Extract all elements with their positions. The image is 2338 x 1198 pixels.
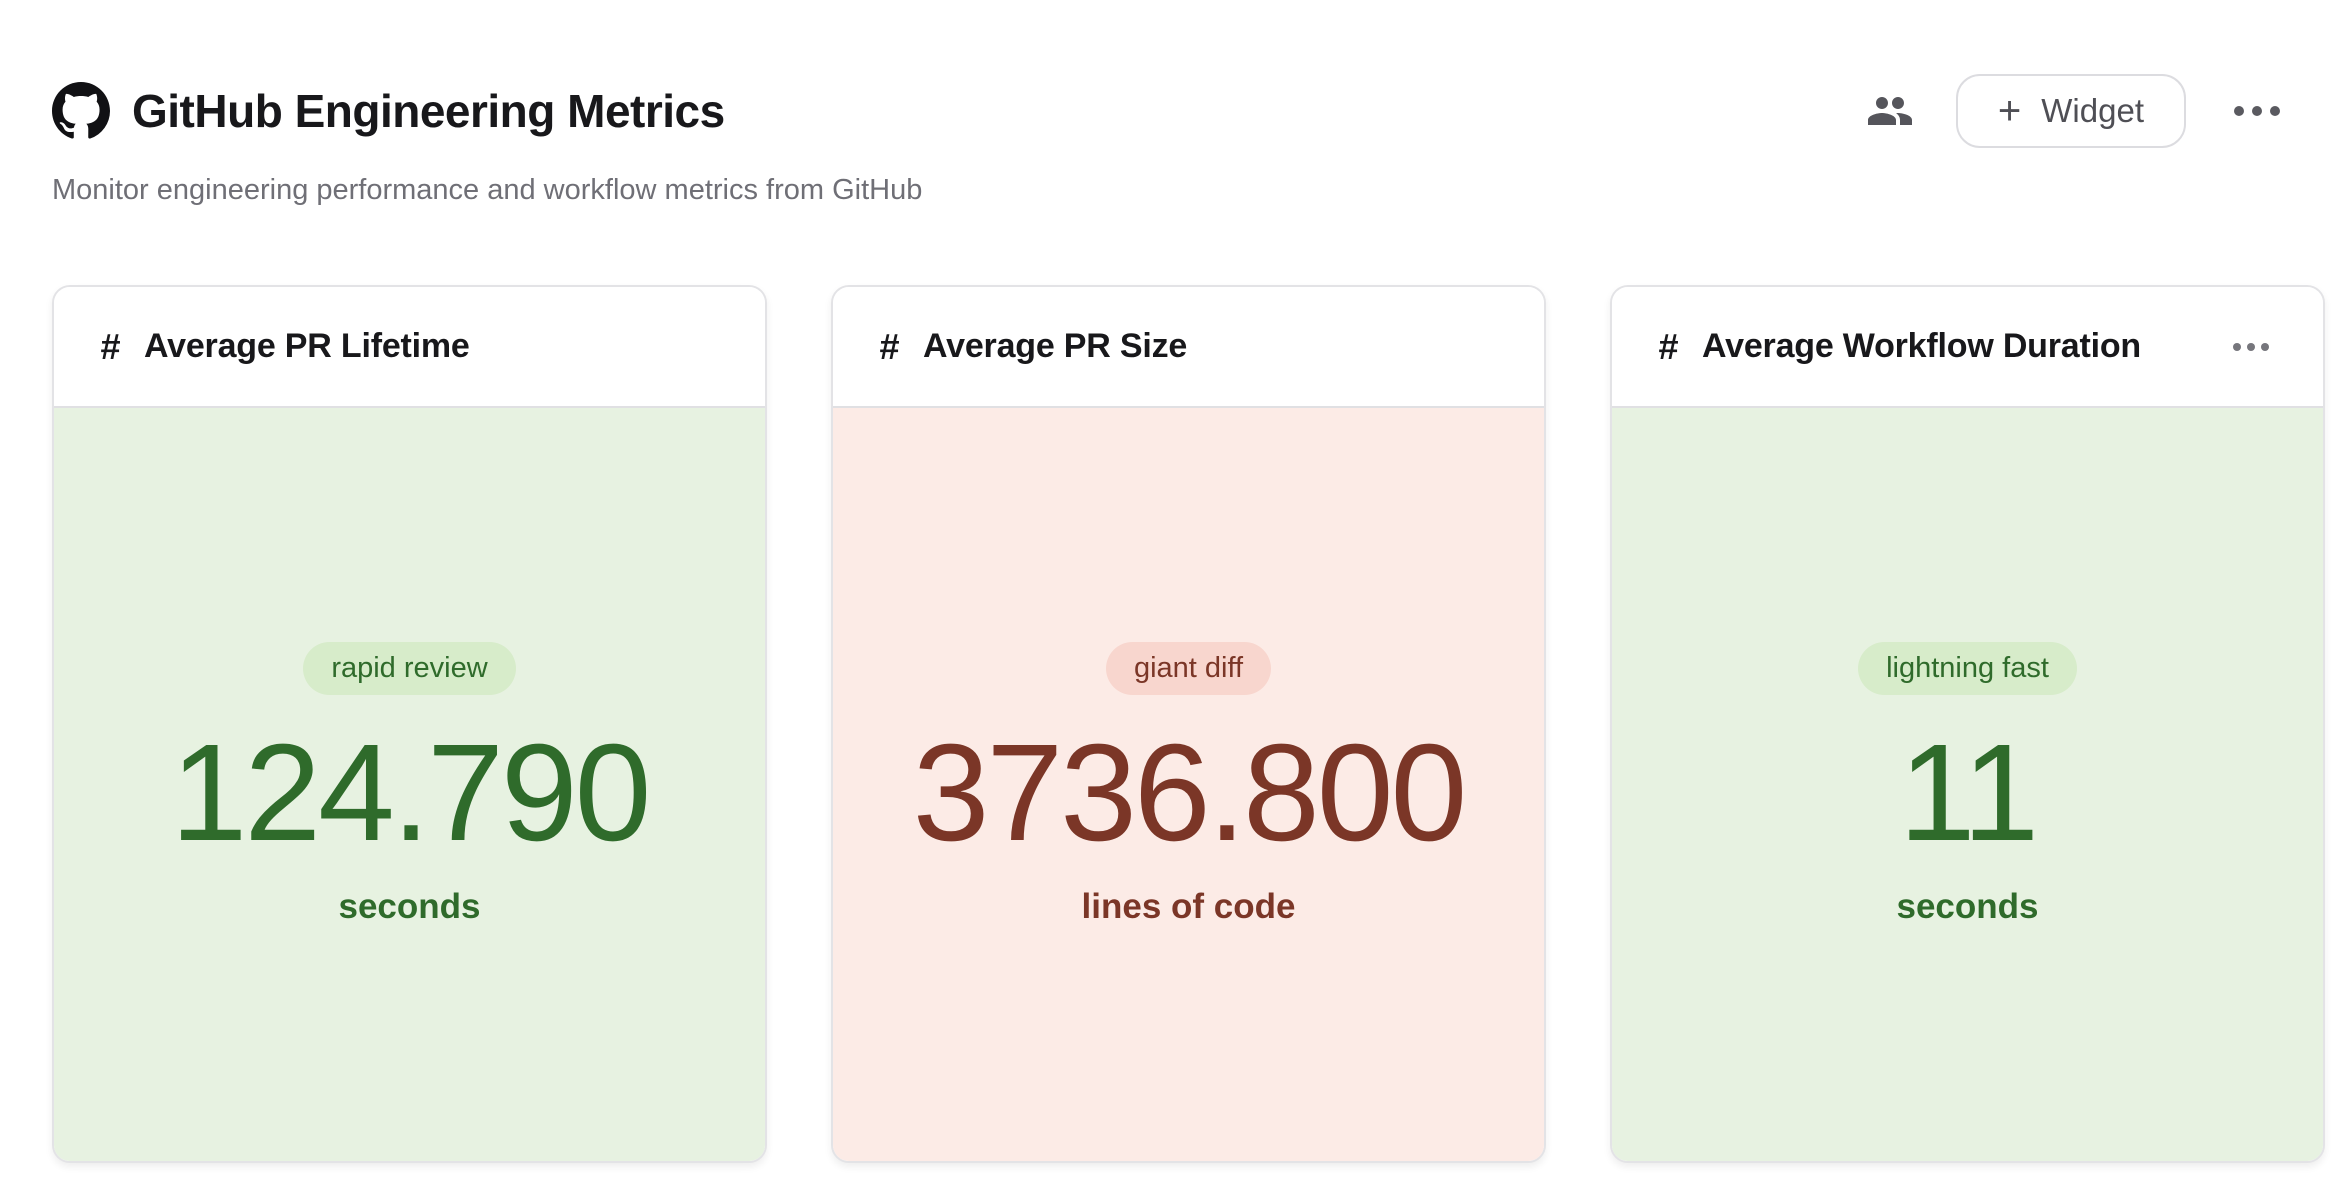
widget-card-average-workflow-duration: # Average Workflow Duration lightning fa… bbox=[1610, 285, 2325, 1163]
dashboard-menu-icon[interactable] bbox=[2228, 100, 2286, 122]
status-badge: giant diff bbox=[1105, 641, 1272, 695]
hash-icon: # bbox=[879, 325, 900, 367]
widget-card-title: Average PR Size bbox=[923, 327, 1188, 365]
widget-menu-icon[interactable] bbox=[2225, 335, 2277, 359]
add-widget-button[interactable]: + Widget bbox=[1955, 74, 2186, 148]
hash-icon: # bbox=[1658, 325, 1679, 367]
plus-icon: + bbox=[1997, 89, 2022, 133]
widget-card-body: rapid review 124.790 seconds bbox=[54, 408, 765, 1161]
widget-card-body: giant diff 3736.800 lines of code bbox=[833, 408, 1544, 1161]
metric-value: 11 bbox=[1898, 715, 2039, 870]
widget-grid: # Average PR Lifetime rapid review 124.7… bbox=[52, 285, 2325, 1163]
hash-icon: # bbox=[100, 325, 121, 367]
title-row: GitHub Engineering Metrics bbox=[52, 82, 725, 140]
widget-card-header: # Average PR Size bbox=[833, 287, 1544, 408]
dot bbox=[2234, 106, 2244, 116]
metric-value: 124.790 bbox=[170, 715, 652, 870]
metric-value: 3736.800 bbox=[912, 715, 1468, 870]
widget-card-title: Average Workflow Duration bbox=[1702, 327, 2141, 365]
dot bbox=[2252, 106, 2262, 116]
metric-unit: lines of code bbox=[1081, 887, 1296, 927]
dot bbox=[2247, 342, 2255, 351]
github-logo-icon bbox=[52, 82, 110, 140]
people-icon[interactable] bbox=[1866, 87, 1914, 135]
widget-card-average-pr-lifetime: # Average PR Lifetime rapid review 124.7… bbox=[52, 285, 767, 1163]
widget-card-header: # Average Workflow Duration bbox=[1612, 287, 2323, 408]
header-actions: + Widget bbox=[1866, 74, 2286, 148]
widget-card-body: lightning fast 11 seconds bbox=[1612, 408, 2323, 1161]
metric-unit: seconds bbox=[1896, 887, 2039, 927]
widget-card-header: # Average PR Lifetime bbox=[54, 287, 765, 408]
widget-card-title: Average PR Lifetime bbox=[144, 327, 470, 365]
widget-card-average-pr-size: # Average PR Size giant diff 3736.800 li… bbox=[831, 285, 1546, 1163]
page-subtitle: Monitor engineering performance and work… bbox=[52, 174, 923, 206]
dot bbox=[2270, 106, 2280, 116]
status-badge: lightning fast bbox=[1858, 641, 2077, 695]
status-badge: rapid review bbox=[303, 641, 516, 695]
add-widget-button-label: Widget bbox=[2041, 92, 2144, 129]
page-title: GitHub Engineering Metrics bbox=[132, 85, 725, 137]
dot bbox=[2261, 342, 2269, 351]
dot bbox=[2233, 342, 2241, 351]
dashboard-header: GitHub Engineering Metrics + Widget bbox=[52, 74, 2286, 148]
metric-unit: seconds bbox=[338, 887, 481, 927]
